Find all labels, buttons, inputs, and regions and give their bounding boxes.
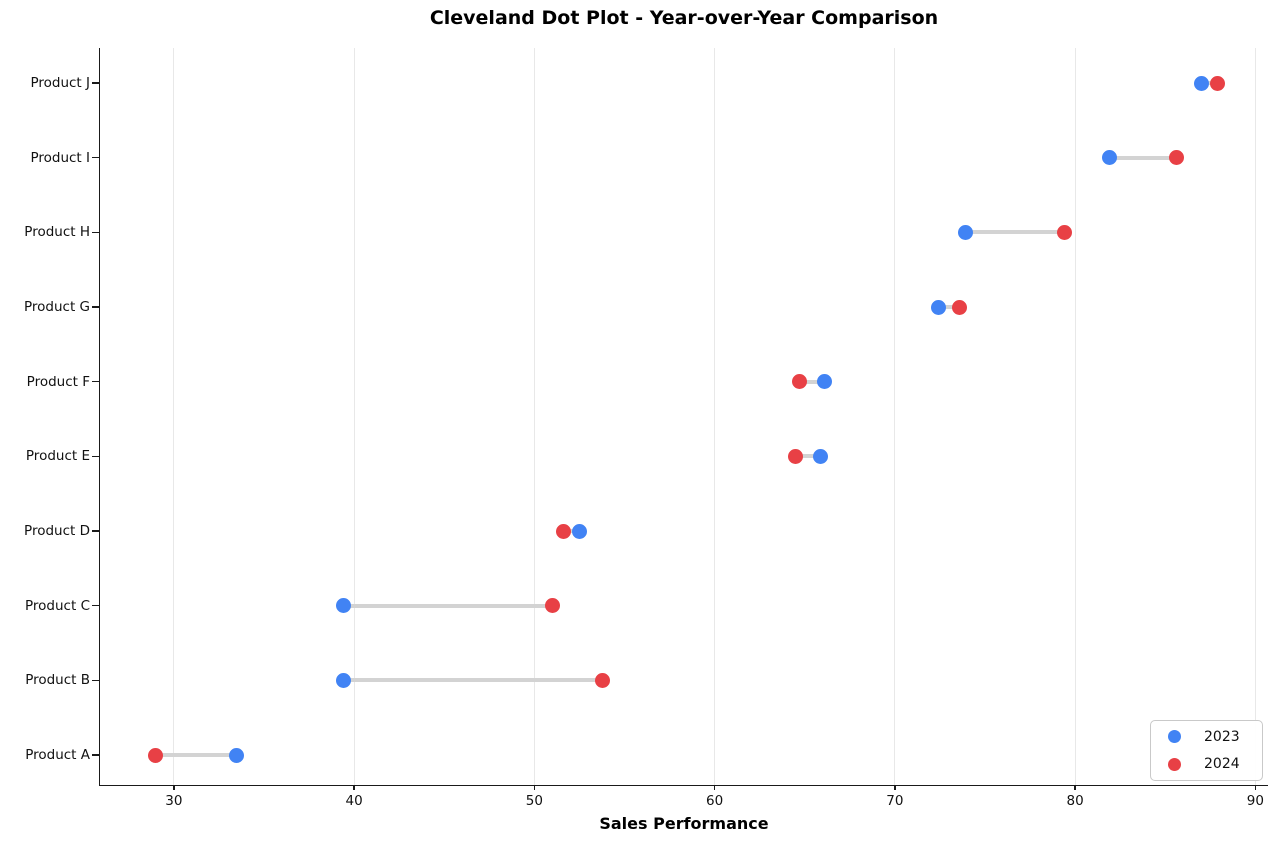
y-tick-label-5: Product F xyxy=(26,373,90,390)
dot-2024-product-e xyxy=(788,448,804,464)
gridline-40 xyxy=(353,48,355,785)
x-axis-spine xyxy=(98,785,1268,787)
y-tick-9 xyxy=(91,82,99,84)
dot-2024-product-f xyxy=(791,374,807,390)
x-axis-title: Sales Performance xyxy=(599,814,769,833)
x-tick-label-50: 50 xyxy=(525,793,543,809)
y-tick-6 xyxy=(91,306,99,308)
y-tick-label-8: Product I xyxy=(30,149,90,166)
dot-2024-product-g xyxy=(952,299,968,315)
dot-2023-product-i xyxy=(1101,150,1117,166)
x-tick-50 xyxy=(533,786,536,791)
connector-product-d xyxy=(563,529,580,533)
y-tick-label-2: Product C xyxy=(25,597,90,614)
dot-2024-product-j xyxy=(1210,75,1226,91)
dot-2024-product-d xyxy=(555,523,571,539)
y-tick-label-1: Product B xyxy=(25,672,90,689)
connector-product-e xyxy=(795,454,821,459)
y-tick-7 xyxy=(91,231,99,234)
x-tick-90 xyxy=(1254,786,1257,791)
dot-2024-product-a xyxy=(148,747,164,763)
legend-label-2024: 2024 xyxy=(1204,756,1240,773)
dot-2023-product-e xyxy=(813,448,829,464)
gridline-50 xyxy=(533,48,535,785)
y-tick-8 xyxy=(91,156,99,159)
y-axis-spine xyxy=(98,48,100,787)
y-tick-2 xyxy=(91,604,99,607)
x-tick-label-30: 30 xyxy=(165,793,183,809)
y-tick-5 xyxy=(91,380,99,383)
x-tick-30 xyxy=(173,786,175,791)
x-tick-70 xyxy=(894,786,896,791)
dot-2024-product-h xyxy=(1056,224,1072,240)
connector-product-f xyxy=(799,379,825,384)
gridline-70 xyxy=(894,48,896,785)
dot-2023-product-f xyxy=(817,374,833,390)
dot-2023-product-d xyxy=(571,523,587,539)
x-tick-40 xyxy=(353,786,355,791)
x-tick-60 xyxy=(713,786,716,791)
connector-product-c xyxy=(343,603,553,608)
y-tick-0 xyxy=(91,754,99,756)
y-tick-1 xyxy=(91,679,99,682)
connector-product-h xyxy=(965,230,1065,235)
x-tick-label-70: 70 xyxy=(886,793,904,809)
legend-marker-2023 xyxy=(1168,730,1181,744)
legend-marker-2024 xyxy=(1168,757,1181,771)
y-tick-4 xyxy=(91,455,99,458)
dot-2023-product-g xyxy=(930,299,946,315)
gridline-90 xyxy=(1254,48,1256,785)
dot-2024-product-c xyxy=(544,598,560,614)
dot-2023-product-h xyxy=(957,224,973,240)
connector-product-b xyxy=(343,678,603,683)
legend: 2023 2024 xyxy=(1150,720,1263,781)
x-tick-label-90: 90 xyxy=(1246,793,1264,809)
x-tick-label-60: 60 xyxy=(706,793,724,809)
connector-product-j xyxy=(1201,81,1218,85)
dot-2023-product-a xyxy=(229,747,245,763)
connector-product-i xyxy=(1109,155,1177,160)
dot-2023-product-c xyxy=(335,598,351,614)
y-tick-label-6: Product G xyxy=(23,299,90,315)
x-tick-label-40: 40 xyxy=(345,793,363,809)
legend-label-2023: 2023 xyxy=(1204,728,1240,745)
gridline-60 xyxy=(714,48,716,785)
connector-product-a xyxy=(155,753,237,757)
y-tick-label-0: Product A xyxy=(25,747,90,763)
dot-2023-product-b xyxy=(335,672,351,688)
chart-title: Cleveland Dot Plot - Year-over-Year Comp… xyxy=(429,7,939,29)
connector-product-g xyxy=(938,305,960,309)
dot-2023-product-j xyxy=(1193,75,1209,91)
gridline-80 xyxy=(1074,48,1076,785)
legend-item-2023: 2023 xyxy=(1168,725,1252,749)
x-tick-label-80: 80 xyxy=(1066,793,1084,809)
legend-item-2024: 2024 xyxy=(1168,753,1252,777)
y-tick-label-3: Product D xyxy=(24,523,90,539)
dot-2024-product-i xyxy=(1168,150,1184,166)
y-tick-label-7: Product H xyxy=(24,224,90,241)
dot-2024-product-b xyxy=(595,672,611,688)
gridline-30 xyxy=(173,48,175,785)
y-tick-3 xyxy=(91,530,99,532)
y-tick-label-9: Product J xyxy=(30,75,90,91)
x-tick-80 xyxy=(1074,786,1076,791)
y-tick-label-4: Product E xyxy=(25,448,90,465)
